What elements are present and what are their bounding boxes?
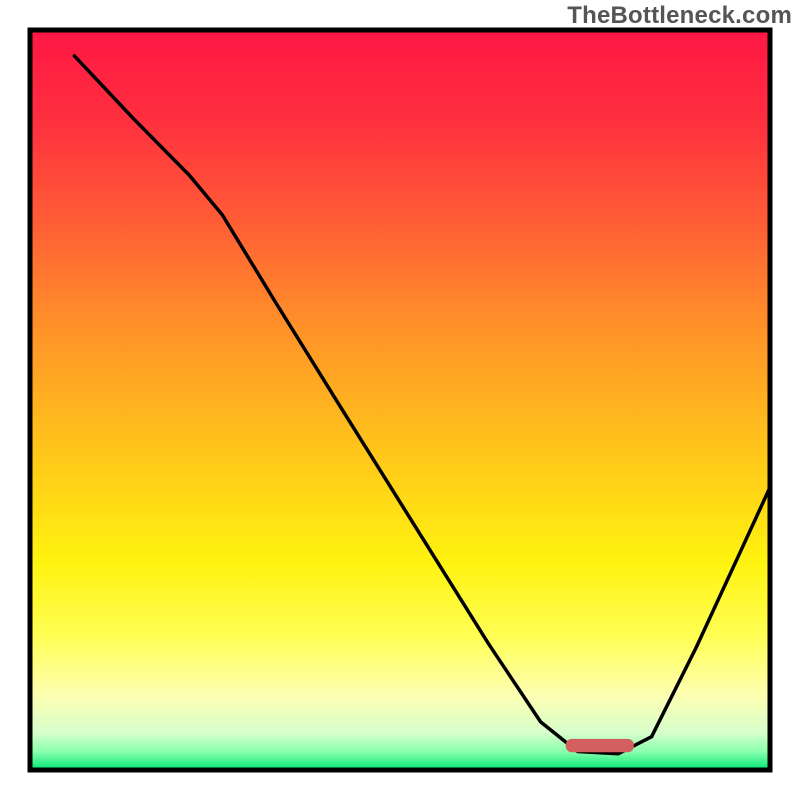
watermark-label: TheBottleneck.com [567, 2, 792, 30]
optimal-marker [566, 739, 634, 752]
chart-svg [0, 0, 800, 800]
plot-background [30, 30, 770, 770]
chart-root: TheBottleneck.com [0, 0, 800, 800]
